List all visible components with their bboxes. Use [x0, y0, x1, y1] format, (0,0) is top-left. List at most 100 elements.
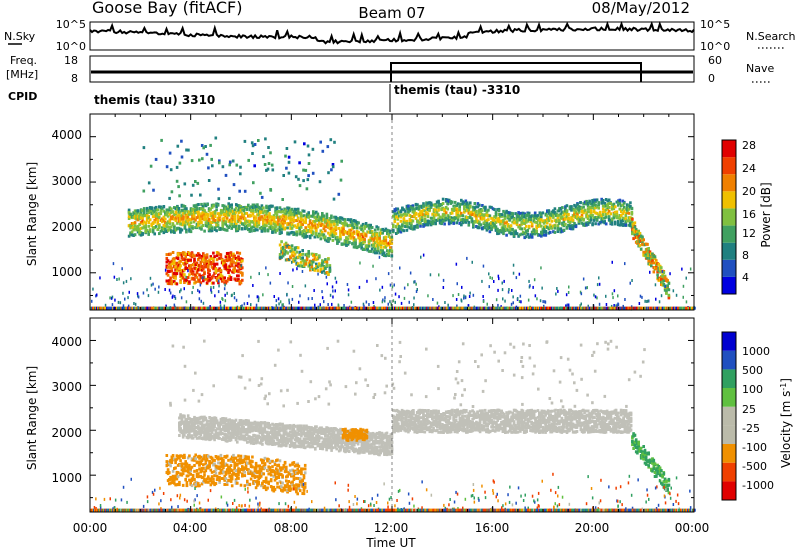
power-cell	[307, 250, 310, 253]
power-cell	[585, 287, 587, 290]
power-cell	[151, 284, 153, 287]
power-cell	[389, 300, 391, 303]
power-cell	[359, 262, 361, 265]
power-cell	[317, 213, 320, 216]
power-cell	[617, 294, 619, 297]
power-cell	[147, 233, 150, 236]
power-cell	[307, 145, 310, 148]
power-cell	[135, 303, 137, 306]
power-cell	[392, 225, 395, 228]
power-cell	[257, 295, 259, 298]
power-cell	[422, 204, 425, 207]
power-cell	[208, 269, 211, 272]
power-cell	[323, 300, 325, 303]
power-cell	[434, 222, 437, 225]
power-cell	[596, 198, 599, 201]
power-cell	[198, 256, 201, 259]
power-cell	[581, 303, 583, 306]
power-cell	[282, 225, 285, 228]
power-cell	[591, 214, 594, 217]
power-cell	[597, 203, 600, 206]
power-cell	[174, 304, 176, 307]
power-cell	[235, 262, 238, 265]
power-cell	[189, 264, 192, 267]
velocity-cell	[183, 434, 186, 437]
power-cell	[473, 294, 475, 297]
power-cell	[144, 222, 147, 225]
power-cell	[202, 224, 205, 227]
power-cell	[134, 221, 137, 224]
power-cell	[265, 224, 268, 227]
power-cell	[176, 166, 179, 169]
power-cell	[201, 157, 204, 160]
power-cell	[599, 283, 601, 286]
power-cell	[513, 301, 515, 304]
power-cell	[379, 289, 381, 292]
nsky-tick-top: 10^5	[56, 18, 86, 31]
power-cell	[437, 302, 439, 305]
power-cell	[289, 301, 291, 304]
power-cell	[363, 238, 366, 241]
power-cell	[251, 141, 254, 144]
power-cell	[112, 296, 114, 299]
power-cell	[187, 269, 189, 272]
power-cell	[179, 264, 182, 267]
nave-label: Nave	[746, 62, 774, 75]
power-cell	[415, 213, 418, 216]
power-cell	[223, 276, 226, 279]
power-cell	[427, 215, 430, 218]
power-cell	[179, 290, 181, 293]
power-cell	[179, 260, 182, 263]
power-cell	[362, 230, 365, 233]
power-cell	[554, 224, 557, 227]
power-cell	[324, 229, 327, 232]
power-cell	[392, 285, 394, 288]
power-cell	[164, 218, 167, 221]
power-cell	[520, 300, 522, 303]
power-cell	[221, 225, 224, 228]
power-cell	[230, 278, 233, 281]
power-cell	[503, 280, 505, 283]
power-cell	[286, 147, 289, 150]
power-cell	[575, 225, 578, 228]
power-cell	[347, 283, 349, 286]
power-cell	[365, 233, 368, 236]
power-cell	[437, 200, 440, 203]
power-cell	[181, 296, 183, 299]
power-cell	[665, 292, 668, 295]
power-cell	[170, 168, 173, 171]
nave-tick-top: 60	[708, 54, 722, 67]
power-cell	[137, 209, 140, 212]
power-cell	[443, 223, 446, 226]
power-cell	[223, 217, 226, 220]
power-cell	[237, 274, 240, 277]
power-cell	[534, 278, 536, 281]
power-cell	[226, 292, 228, 295]
freq-label-line1: Freq.	[10, 54, 37, 67]
power-cell	[516, 232, 519, 235]
power-cell	[528, 225, 531, 228]
power-cell	[269, 188, 272, 191]
power-cell	[640, 295, 642, 298]
power-cell	[317, 225, 320, 228]
power-cell	[302, 169, 305, 172]
power-cell	[212, 260, 215, 263]
power-cell	[268, 212, 271, 215]
power-cell	[407, 283, 409, 286]
power-cell	[197, 182, 200, 185]
power-cell	[443, 279, 445, 282]
power-cell	[288, 172, 291, 175]
power-cell	[644, 300, 646, 303]
power-cell	[640, 248, 643, 251]
power-cell	[502, 282, 504, 285]
power-cell	[368, 245, 371, 248]
power-cell	[526, 233, 529, 236]
power-cell	[231, 294, 233, 297]
power-cell	[654, 255, 657, 258]
power-cell	[340, 160, 343, 163]
power-cell	[590, 209, 593, 212]
power-cell	[276, 206, 279, 209]
power-cell	[143, 190, 146, 193]
power-cell	[335, 232, 338, 235]
power-cell	[160, 139, 163, 142]
